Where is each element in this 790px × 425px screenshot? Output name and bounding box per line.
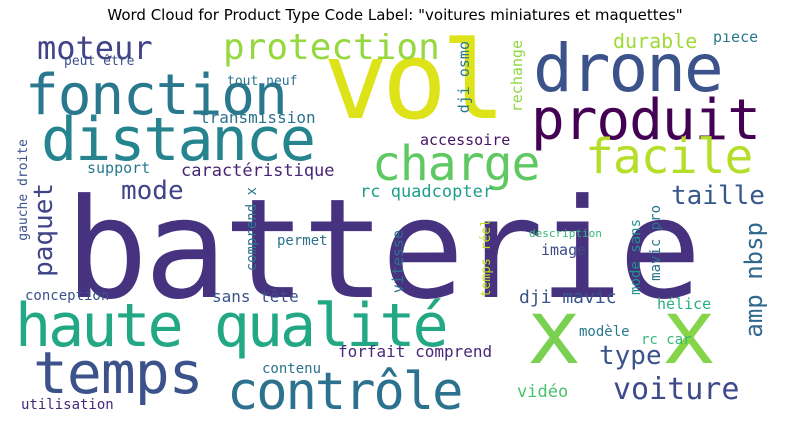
- word-temps-reel: temps réel: [479, 219, 494, 298]
- word-charge: charge: [372, 136, 540, 192]
- word-sans-tete: sans tête: [212, 287, 299, 306]
- word-accessoire: accessoire: [420, 131, 511, 149]
- word-transmission: transmission: [200, 108, 316, 127]
- word-description: description: [529, 227, 602, 240]
- word-protection: protection: [223, 33, 440, 68]
- word-x-left: x: [527, 280, 582, 385]
- word-type: type: [599, 341, 662, 371]
- word-tout-neuf: tout neuf: [227, 74, 298, 89]
- word-batterie: batterie: [65, 169, 702, 330]
- word-conception: conception: [25, 288, 110, 304]
- word-support: support: [87, 159, 151, 177]
- word-rc-quadcopter: rc quadcopter: [360, 182, 494, 202]
- word-image: image: [541, 241, 587, 259]
- word-haute-qualite: haute qualité: [17, 291, 449, 361]
- word-video: vidéo: [517, 382, 569, 402]
- word-vol: vol: [323, 33, 506, 144]
- word-rechange: rechange: [508, 40, 526, 113]
- word-rc-car: rc car: [641, 332, 692, 348]
- word-durable: durable: [613, 33, 698, 53]
- word-helice: hélice: [657, 295, 712, 313]
- word-drone: drone: [533, 33, 724, 107]
- word-mode-sans: mode sans: [628, 219, 644, 295]
- word-peut-etre: peut être: [64, 54, 135, 69]
- word-permet: permet: [277, 233, 328, 249]
- word-vitesse: vitesse: [389, 230, 407, 294]
- word-temps: temps: [33, 339, 204, 407]
- word-controle: contrôle: [227, 362, 463, 413]
- word-voiture: voiture: [613, 372, 740, 407]
- word-cloud: batterie vol drone fonction distance pro…: [17, 33, 773, 413]
- word-x-right: x: [662, 280, 717, 385]
- word-moteur: moteur: [37, 33, 153, 67]
- word-caracteristique: caractéristique: [181, 161, 335, 181]
- word-fonction: fonction: [25, 63, 288, 128]
- word-modele: modèle: [579, 324, 630, 340]
- word-facile: facile: [585, 129, 753, 185]
- word-comprend-x: comprend x: [244, 187, 260, 272]
- word-taille: taille: [671, 181, 765, 211]
- word-dji-mavic: dji mavic: [519, 287, 617, 308]
- word-produit: produit: [531, 88, 761, 153]
- word-mavic-pro: mavic pro: [648, 205, 664, 281]
- word-dji-osmo: dji osmo: [455, 41, 473, 114]
- word-distance: distance: [41, 105, 316, 175]
- word-gauche-droite: gauche droite: [17, 139, 31, 241]
- word-contenu: contenu: [262, 361, 322, 377]
- word-utilisation: utilisation: [21, 397, 114, 413]
- word-forfait-comprend: forfait comprend: [338, 342, 493, 361]
- word-piece: pièce: [713, 33, 759, 46]
- chart-title: Word Cloud for Product Type Code Label: …: [107, 6, 683, 24]
- word-paquet: paquet: [29, 183, 59, 277]
- word-amp-nbsp: amp nbsp: [740, 222, 768, 338]
- word-mode: mode: [121, 176, 184, 206]
